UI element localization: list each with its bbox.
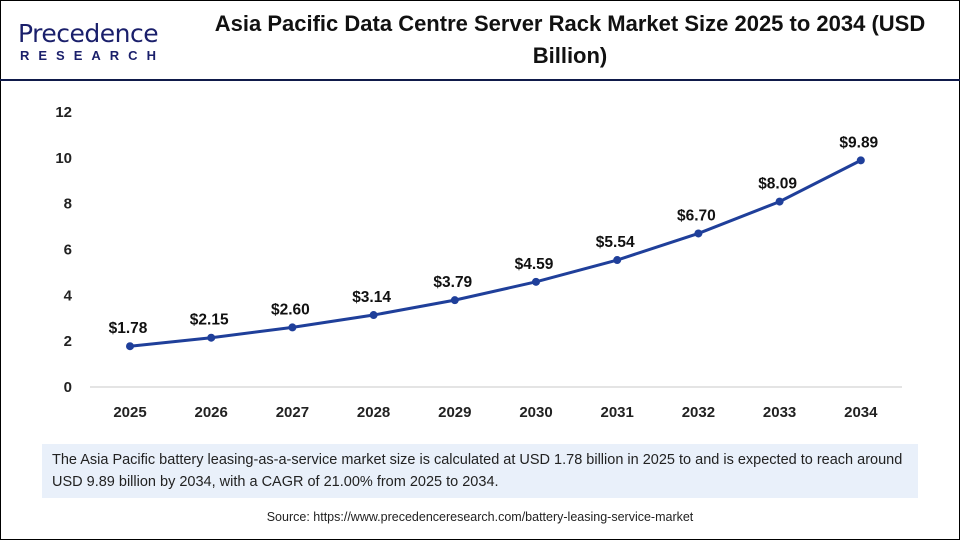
x-tick-label: 2031 (601, 404, 634, 421)
y-tick-label: 10 (55, 150, 72, 167)
y-tick-label: 6 (64, 242, 72, 259)
x-tick-label: 2033 (763, 404, 796, 421)
x-tick-label: 2032 (682, 404, 715, 421)
header-divider (0, 79, 960, 81)
data-point (288, 323, 297, 332)
data-point (369, 311, 378, 320)
x-tick-label: 2029 (438, 404, 471, 421)
data-label: $5.54 (596, 234, 635, 251)
y-tick-label: 2 (64, 333, 72, 350)
y-tick-label: 12 (55, 104, 72, 121)
data-label: $2.60 (271, 301, 310, 318)
data-label: $9.89 (839, 134, 878, 151)
y-tick-label: 8 (64, 196, 72, 213)
x-tick-label: 2028 (357, 404, 390, 421)
data-point (207, 333, 216, 342)
chart-title: Asia Pacific Data Centre Server Rack Mar… (214, 11, 926, 68)
data-point (775, 197, 784, 206)
data-label: $3.79 (433, 274, 472, 291)
data-point (450, 296, 459, 305)
precedence-research-logo: Precedence RESEARCH (18, 19, 165, 63)
x-tick-label: 2034 (844, 404, 878, 421)
x-tick-label: 2030 (519, 404, 552, 421)
data-label: $3.14 (352, 289, 391, 306)
data-label: $2.15 (190, 312, 229, 329)
data-point (694, 229, 703, 238)
y-tick-label: 0 (64, 379, 72, 396)
data-label: $1.78 (109, 320, 148, 337)
x-tick-label: 2026 (195, 404, 228, 421)
data-point (613, 256, 622, 265)
data-label: $4.59 (515, 256, 554, 273)
x-tick-label: 2025 (113, 404, 146, 421)
logo-subtext: RESEARCH (20, 48, 165, 63)
x-tick-label: 2027 (276, 404, 309, 421)
summary-note: The Asia Pacific battery leasing-as-a-se… (42, 444, 918, 498)
series-line (129, 159, 862, 348)
logo-wordmark: Precedence (18, 19, 159, 48)
data-label: $8.09 (758, 176, 797, 193)
data-point (532, 277, 540, 286)
data-label: $6.70 (677, 207, 716, 224)
data-point (126, 342, 134, 351)
source-text: Source: https://www.precedenceresearch.c… (266, 510, 694, 524)
data-point (856, 156, 865, 165)
y-tick-label: 4 (64, 287, 73, 304)
